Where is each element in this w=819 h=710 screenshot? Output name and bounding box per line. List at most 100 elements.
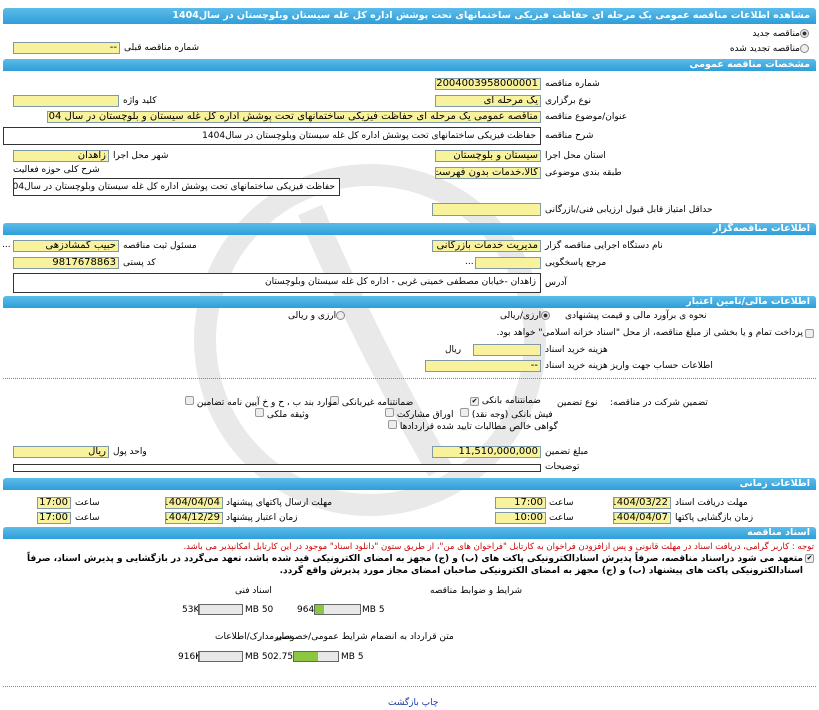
radio-rial[interactable]: ارزی/ریالی: [500, 311, 551, 321]
progress-fill: [199, 605, 200, 614]
section-organizer: اطلاعات مناقصه‌گزار: [3, 223, 816, 235]
divider: [3, 686, 816, 687]
min-score-field[interactable]: [432, 203, 541, 216]
radio-renewed-tender[interactable]: مناقصه تجدید شده: [730, 44, 809, 54]
subject-label: عنوان/موضوع مناقصه: [545, 112, 628, 122]
postal-label: کد پستی: [123, 258, 156, 268]
currency-field[interactable]: ریال: [13, 446, 109, 458]
tender-number-label: شماره مناقصه: [545, 79, 600, 89]
doc-deadline-label: مهلت دریافت اسناد: [675, 498, 748, 508]
activity-box: حفاظت فیزیکی ساختمانهای تحت پوشش اداره ک…: [13, 178, 340, 196]
option-bonds[interactable]: اوراق مشارکت: [385, 408, 453, 420]
reference-field[interactable]: [475, 257, 541, 269]
print-link[interactable]: چاپ: [421, 698, 439, 708]
file-max: 5 MB: [341, 652, 364, 662]
commit-text: متعهد می شود دراسناد مناقصه، صرفاً پذیرش…: [26, 554, 803, 576]
postal-field[interactable]: 9817678863: [13, 257, 119, 269]
section-documents: اسناد مناقصه: [3, 527, 816, 539]
file-size: 964KB: [297, 605, 327, 615]
account-field[interactable]: --: [425, 360, 541, 372]
option-property[interactable]: وثیقه ملکی: [255, 408, 309, 420]
radio-currency-and-rial[interactable]: ارزی و ریالی: [288, 311, 346, 321]
opening-label: زمان بازگشایی پاکتها: [675, 513, 754, 523]
progress-fill: [294, 652, 319, 661]
validity-label: زمان اعتبار پیشنهاد: [226, 513, 298, 523]
file-size: 2.75MB: [273, 652, 307, 662]
option-claims-certificate[interactable]: گواهی خالص مطالبات تایید شده قراردادها: [388, 420, 558, 432]
org-field[interactable]: مدیریت خدمات بازرگانی دولتی: [432, 240, 541, 252]
province-field[interactable]: سیستان و بلوچستان: [435, 150, 541, 162]
previous-number-label: شماره مناقصه قبلی: [124, 43, 199, 53]
treasury-text: پرداخت تمام و یا بخشی از مبلغ مناقصه، از…: [496, 328, 803, 338]
hour-label: ساعت: [75, 498, 100, 508]
treasury-checkbox[interactable]: [805, 329, 814, 338]
city-label: شهر محل اجرا: [113, 151, 169, 161]
subject-field[interactable]: مناقصه عمومی یک مرحله ای حفاظت فیزیکی سا…: [47, 111, 541, 123]
description-box: حفاظت فیزیکی ساختمانهای تحت پوشش اداره ک…: [3, 127, 541, 145]
registrar-more-button[interactable]: ...: [2, 240, 11, 250]
category-field[interactable]: کالا،خدمات بدون فهرست بها: [435, 167, 541, 179]
submit-deadline-time[interactable]: 17:00: [37, 497, 71, 509]
option-clauses[interactable]: موارد بند ب ، ح و خ آیین نامه تضامین: [185, 396, 337, 408]
holding-type-label: نوع برگزاری: [545, 96, 591, 106]
submit-deadline-label: مهلت ارسال پاکتهای پیشنهاد: [226, 498, 333, 508]
file-label: متن قرارداد به انضمام شرایط عمومی/خصوصی: [275, 632, 454, 642]
doc-fee-unit: ریال: [445, 345, 462, 355]
address-label: آدرس: [545, 278, 567, 288]
min-score-label: حداقل امتیاز قابل قبول ارزیابی فنی/بازرگ…: [545, 205, 713, 215]
opening-time[interactable]: 10:00: [495, 512, 546, 524]
file-progress-bar: [293, 651, 339, 662]
opening-date[interactable]: 1404/04/07: [613, 512, 671, 524]
hour-label: ساعت: [75, 513, 100, 523]
notes-box: [13, 464, 541, 472]
file-max: 50 MB: [245, 652, 274, 662]
province-label: استان محل اجرا: [545, 151, 606, 161]
file-max: 50 MB: [245, 605, 274, 615]
validity-time[interactable]: 17:00: [37, 512, 71, 524]
doc-deadline-time[interactable]: 17:00: [495, 497, 546, 509]
file-progress-bar: [314, 604, 361, 615]
address-box: زاهدان -خیابان مصطفی خمینی غربی - اداره …: [13, 273, 541, 293]
hour-label: ساعت: [549, 513, 574, 523]
holding-type-field[interactable]: یک مرحله ای: [435, 95, 541, 107]
file-max: 5 MB: [362, 605, 385, 615]
watermark-logo: [194, 164, 546, 516]
guarantee-label: تضمین شرکت در مناقصه:: [610, 398, 708, 408]
guarantee-amount-field[interactable]: 11,510,000,000: [432, 446, 541, 458]
option-bank-guarantee[interactable]: ضمانتنامه بانکی ✔: [470, 396, 541, 406]
back-link[interactable]: بازگشت: [388, 698, 419, 708]
file-size: 53KB: [182, 605, 206, 615]
guarantee-type-label: نوع تضمین: [557, 398, 598, 408]
tender-number-field[interactable]: 2004003958000001: [435, 78, 541, 90]
city-field[interactable]: زاهدان: [13, 150, 109, 162]
description-label: شرح مناقصه: [545, 131, 594, 141]
keyword-label: کلید واژه: [123, 96, 157, 106]
keyword-field[interactable]: [13, 95, 119, 107]
reference-more-button[interactable]: ...: [465, 257, 474, 267]
doc-fee-field[interactable]: [473, 344, 541, 356]
previous-number-field[interactable]: --: [13, 42, 120, 54]
divider: [3, 378, 816, 379]
progress-fill: [199, 652, 200, 661]
file-progress-bar: [198, 604, 243, 615]
submit-deadline-date[interactable]: 1404/04/04: [165, 497, 223, 509]
validity-date[interactable]: 1404/12/29: [165, 512, 223, 524]
option-nonbank-guarantee[interactable]: ضمانتنامه غیربانکی: [330, 396, 413, 408]
doc-deadline-date[interactable]: 1404/03/22: [613, 497, 671, 509]
currency-label: واحد پول: [113, 447, 147, 457]
section-timing: اطلاعات زمانی: [3, 478, 816, 490]
commit-checkbox[interactable]: ✔: [805, 554, 814, 563]
section-finance: اطلاعات مالی/تامین اعتبار: [3, 296, 816, 308]
registrar-label: مسئول ثبت مناقصه: [123, 241, 197, 251]
file-progress-bar: [198, 651, 243, 662]
notes-label: توضیحات: [545, 462, 580, 472]
registrar-field[interactable]: حبیب گمشادزهی: [13, 240, 119, 252]
option-cash-receipt[interactable]: فیش بانکی (وجه نقد): [460, 408, 553, 420]
estimate-label: نحوه ی برآورد مالی و قیمت پیشنهادی: [565, 311, 707, 321]
file-label: سایرمدارک/اطلاعات: [215, 632, 292, 642]
radio-new-tender[interactable]: مناقصه جدید: [752, 29, 809, 39]
file-size: 916KB: [178, 652, 208, 662]
documents-note: توجه : کاربر گرامی، دریافت اسناد در مهلت…: [183, 542, 814, 552]
category-label: طبقه بندی موضوعی: [545, 168, 622, 178]
file-label: شرایط و ضوابط مناقصه: [430, 586, 523, 596]
